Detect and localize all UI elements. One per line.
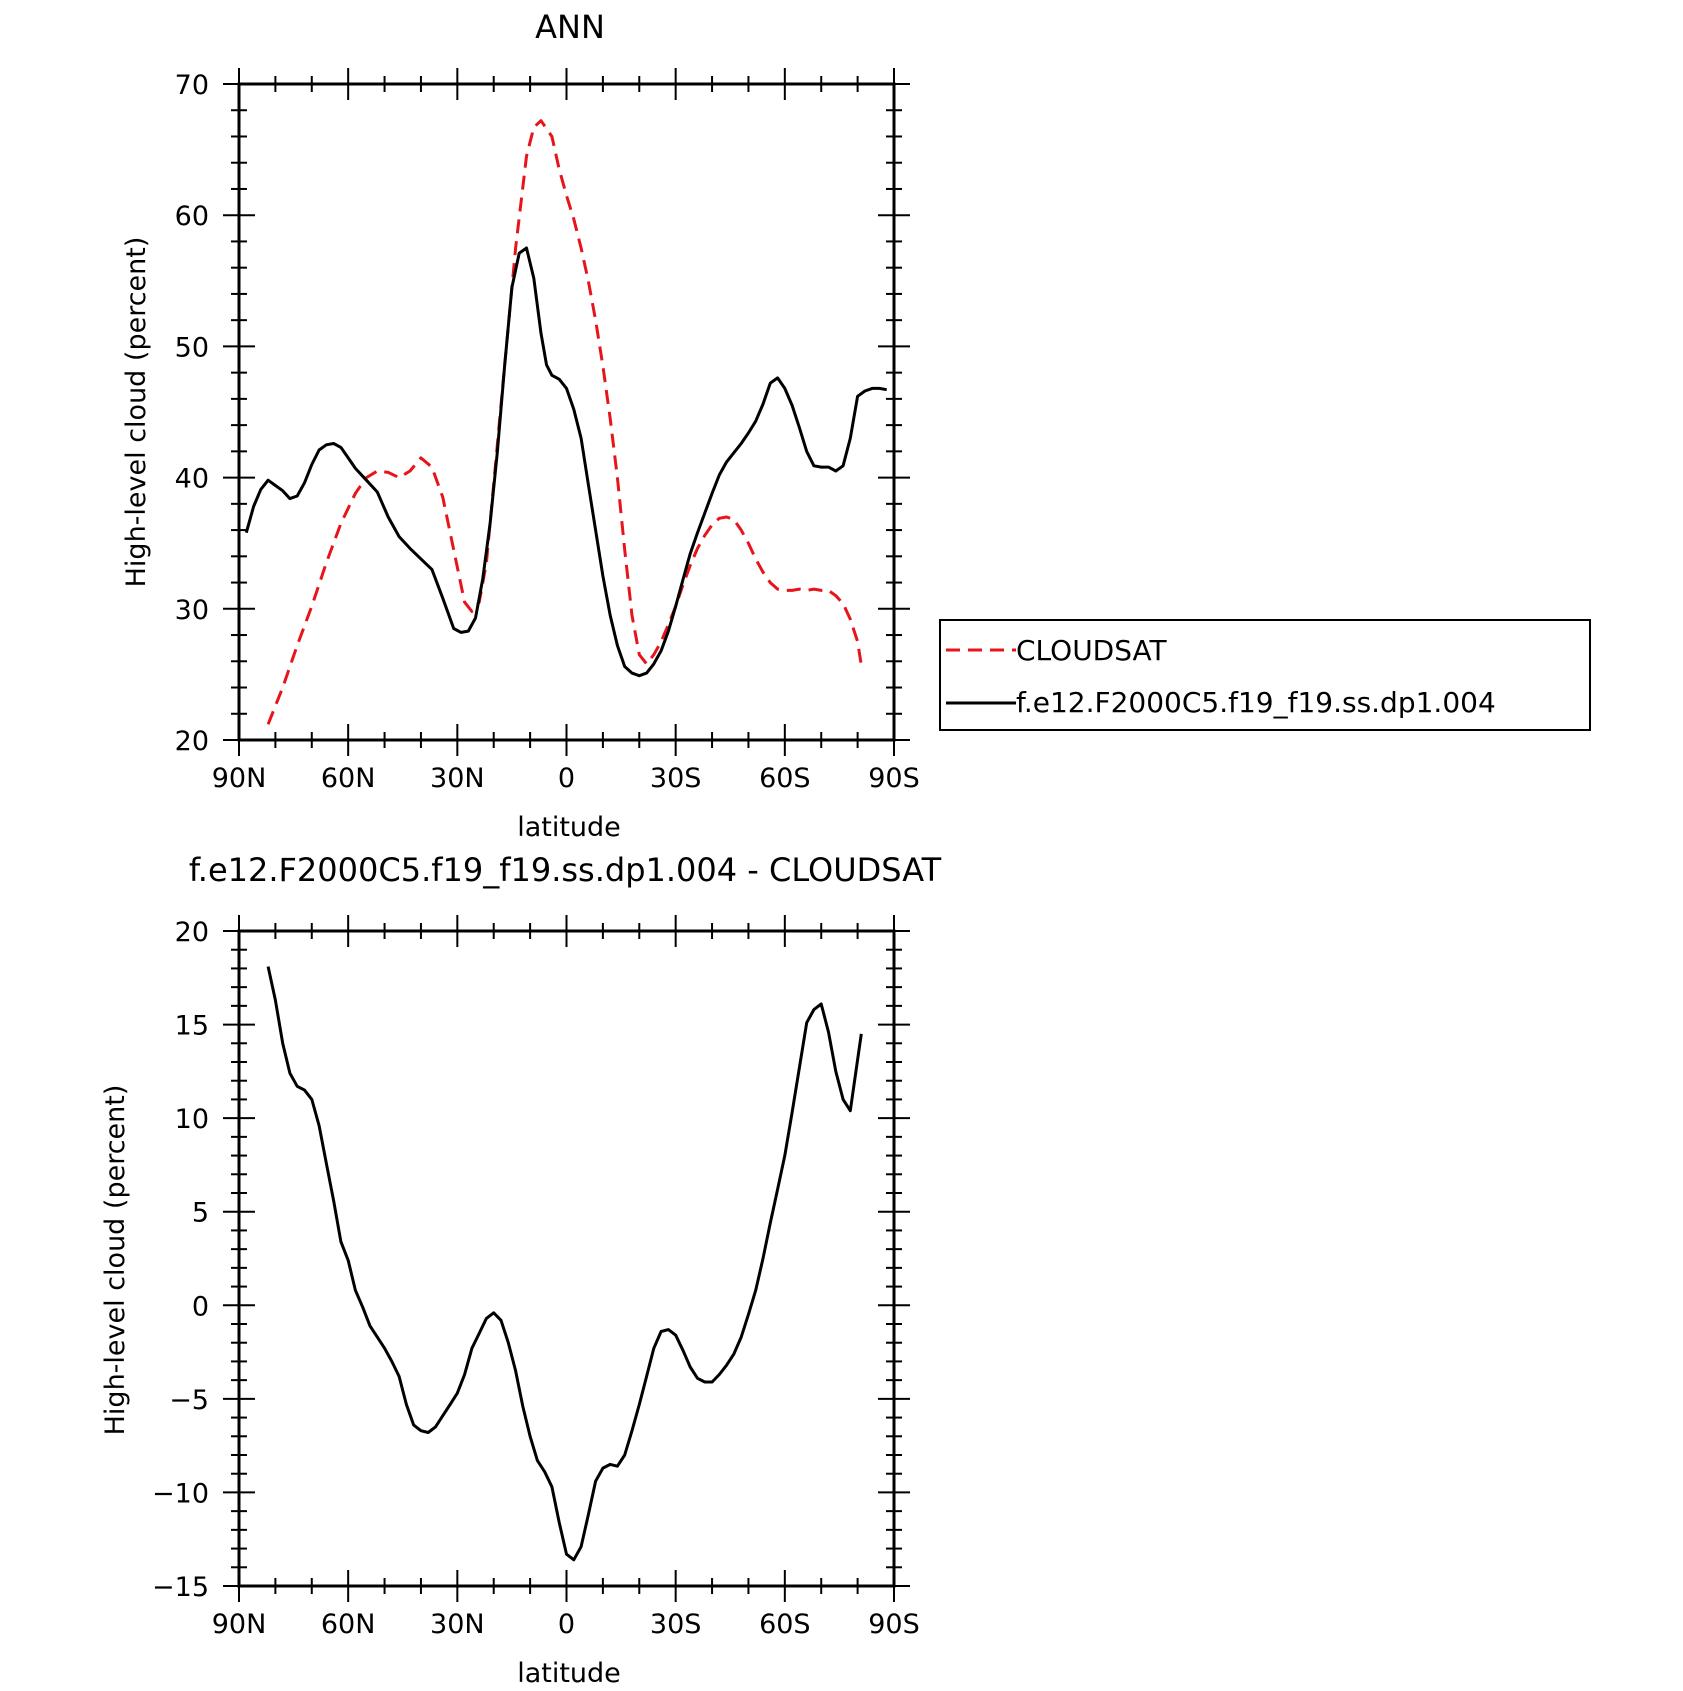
x-tick-label: 90N <box>212 1609 267 1640</box>
bottom-x-axis-label: latitude <box>517 1658 621 1689</box>
top-y-axis-label: High-level cloud (percent) <box>121 237 152 588</box>
top-x-axis-label: latitude <box>517 812 621 843</box>
top-legend: CLOUDSAT f.e12.F2000C5.f19_f19.ss.dp1.00… <box>939 619 1591 731</box>
y-tick-label: 15 <box>175 1011 209 1042</box>
legend-label-cloudsat: CLOUDSAT <box>1016 634 1168 667</box>
y-tick-label: 20 <box>175 726 209 757</box>
y-tick-label: 0 <box>192 1291 209 1322</box>
x-tick-label: 0 <box>558 1609 575 1640</box>
bottom-y-tick-labels: −15 −10 −5 0 5 10 15 20 <box>152 917 209 1603</box>
top-series <box>244 119 887 725</box>
bottom-chart-title: f.e12.F2000C5.f19_f19.ss.dp1.004 - CLOUD… <box>189 851 942 889</box>
y-tick-label: 5 <box>192 1198 209 1229</box>
x-tick-label: 30N <box>430 763 485 794</box>
x-tick-label: 60N <box>321 763 376 794</box>
x-tick-label: 90S <box>868 763 920 794</box>
top-panel: ANN 20 30 40 50 60 70 90N 60N 30N 0 30S 60S 90S lat… <box>121 8 1591 843</box>
bottom-panel: f.e12.F2000C5.f19_f19.ss.dp1.004 - CLOUD… <box>100 851 942 1689</box>
x-tick-label: 90S <box>868 1609 920 1640</box>
y-tick-label: 50 <box>175 332 209 363</box>
y-tick-label: 20 <box>175 917 209 948</box>
top-x-tick-labels: 90N 60N 30N 0 30S 60S 90S <box>212 763 920 794</box>
series-line-cloudsat <box>266 119 863 725</box>
y-tick-label: 40 <box>175 464 209 495</box>
x-tick-label: 30N <box>430 1609 485 1640</box>
y-tick-label: −15 <box>152 1572 209 1603</box>
bottom-plot-frame <box>237 929 896 1588</box>
x-tick-label: 60N <box>321 1609 376 1640</box>
x-tick-label: 60S <box>759 1609 811 1640</box>
series-line-model <box>244 246 887 678</box>
legend-box <box>939 619 1591 731</box>
x-tick-label: 0 <box>558 763 575 794</box>
top-y-tick-labels: 20 30 40 50 60 70 <box>175 70 209 757</box>
x-tick-label: 30S <box>650 1609 702 1640</box>
series-line-difference <box>266 966 863 1562</box>
bottom-y-axis-label: High-level cloud (percent) <box>100 1085 131 1436</box>
bottom-series <box>266 966 863 1562</box>
y-tick-label: 30 <box>175 595 209 626</box>
y-tick-label: 70 <box>175 70 209 101</box>
y-tick-label: 10 <box>175 1104 209 1135</box>
y-tick-label: −10 <box>152 1478 209 1509</box>
x-tick-label: 30S <box>650 763 702 794</box>
bottom-x-tick-labels: 90N 60N 30N 0 30S 60S 90S <box>212 1609 920 1640</box>
top-chart-title: ANN <box>535 8 605 46</box>
x-tick-label: 60S <box>759 763 811 794</box>
top-ticks <box>223 68 910 756</box>
legend-label-model: f.e12.F2000C5.f19_f19.ss.dp1.004 <box>1016 686 1496 719</box>
y-tick-label: 60 <box>175 201 209 232</box>
x-tick-label: 90N <box>212 763 267 794</box>
y-tick-label: −5 <box>169 1385 209 1416</box>
bottom-ticks <box>223 915 910 1602</box>
